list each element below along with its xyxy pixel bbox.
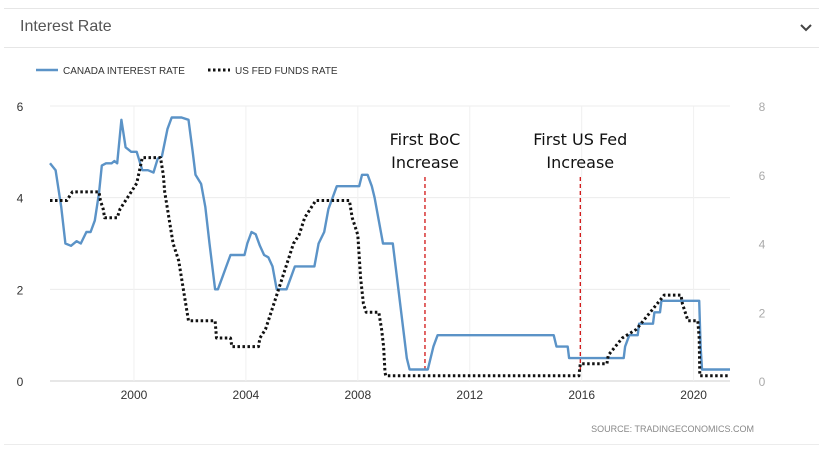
- panel-title: Interest Rate: [20, 18, 112, 35]
- x-axis-tick-label: 2012: [456, 388, 483, 402]
- right-axis-tick-label: 2: [759, 306, 766, 320]
- right-axis-tick-label: 0: [759, 375, 766, 389]
- legend-label: CANADA INTEREST RATE: [63, 66, 185, 77]
- annotation-label: Increase: [391, 153, 459, 172]
- right-axis-tick-label: 6: [759, 169, 766, 183]
- chevron-down-icon[interactable]: [797, 18, 815, 36]
- annotation-label: Increase: [546, 153, 614, 172]
- legend-label: US FED FUNDS RATE: [235, 66, 338, 77]
- left-axis-tick-label: 6: [17, 100, 24, 114]
- left-axis-tick-label: 4: [17, 192, 24, 206]
- right-axis-tick-label: 8: [759, 100, 766, 114]
- source-label: SOURCE: TRADINGECONOMICS.COM: [591, 424, 754, 434]
- x-axis-tick-label: 2016: [568, 388, 595, 402]
- x-axis-tick-label: 2008: [344, 388, 371, 402]
- series-line-canada-interest-rate: [49, 116, 730, 371]
- left-axis-tick-label: 0: [17, 375, 24, 389]
- panel-header[interactable]: Interest Rate: [4, 8, 819, 48]
- x-axis-tick-label: 2020: [680, 388, 707, 402]
- annotation-label: First BoC: [390, 130, 461, 149]
- bottom-divider: [4, 444, 819, 445]
- right-axis-tick-label: 4: [759, 238, 766, 252]
- x-axis-tick-label: 2000: [121, 388, 148, 402]
- x-axis-tick-label: 2004: [233, 388, 260, 402]
- left-axis-tick-label: 2: [17, 283, 24, 297]
- series-line-us-fed-funds-rate: [50, 156, 730, 378]
- annotation-label: First US Fed: [533, 130, 627, 149]
